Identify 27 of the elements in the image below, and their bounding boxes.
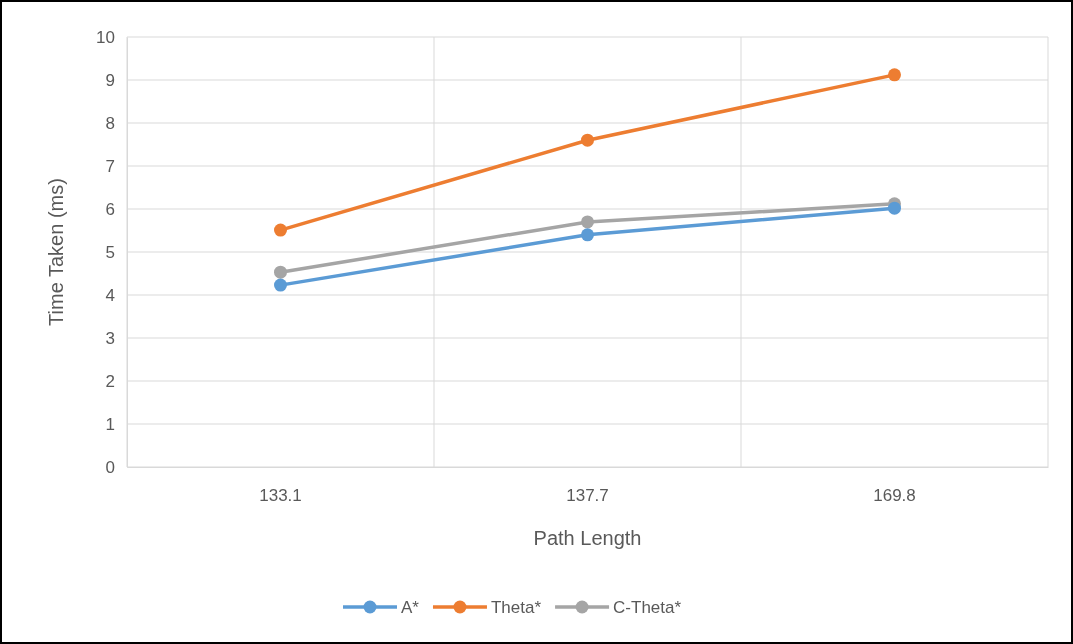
point (581, 215, 594, 229)
y-tick-label: 9 (105, 70, 115, 90)
y-tick-label: 8 (105, 113, 115, 133)
y-tick-label: 3 (105, 328, 115, 348)
x-axis-title: Path Length (533, 527, 642, 549)
point (888, 68, 901, 82)
point (581, 228, 594, 242)
point (274, 278, 287, 292)
x-tick-label: 133.1 (259, 486, 302, 506)
x-tick-label: 137.7 (566, 486, 609, 506)
y-tick-label: 0 (105, 457, 115, 477)
point (274, 265, 287, 279)
y-tick-label: 10 (96, 27, 115, 47)
y-tick-label: 5 (105, 242, 115, 262)
y-axis-title: Time Taken (ms) (45, 178, 67, 326)
x-tick-label: 169.8 (873, 486, 916, 506)
point (888, 201, 901, 215)
legend-label: Theta* (490, 598, 542, 617)
y-tick-label: 6 (105, 199, 115, 219)
y-tick-label: 7 (105, 156, 115, 176)
y-tick-label: 4 (105, 285, 115, 305)
legend-label: C-Theta* (613, 598, 682, 617)
legend-label: A* (401, 598, 420, 617)
point (581, 133, 594, 147)
y-tick-label: 2 (105, 371, 115, 391)
point (274, 223, 287, 237)
y-tick-label: 1 (105, 414, 115, 434)
